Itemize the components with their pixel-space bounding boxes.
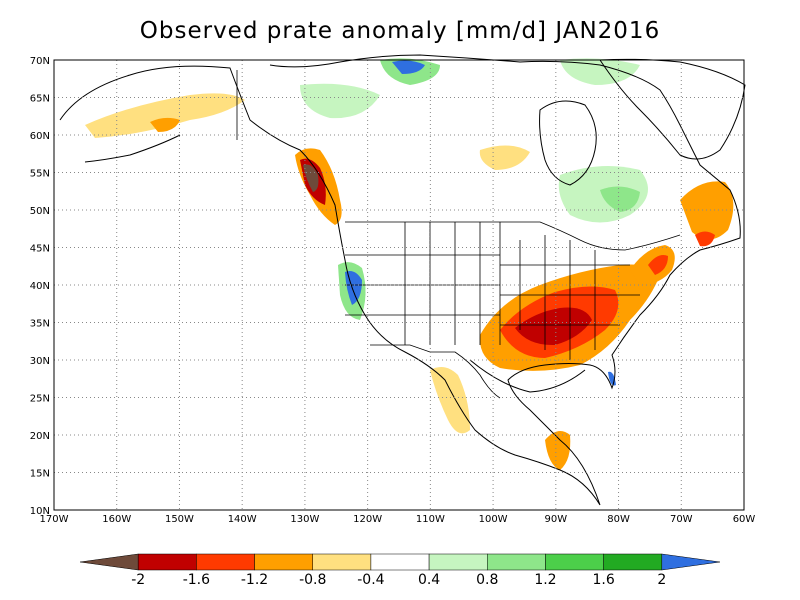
northeast-core	[648, 255, 668, 275]
colorbar-segment	[545, 553, 604, 571]
lon-tick-label: 170W	[40, 514, 69, 525]
atlantic-canada-core	[695, 231, 715, 247]
colorbar: -2 -1.6 -1.2 -0.8 -0.4 0.4 0.8 1.2 1.6 2	[79, 553, 721, 588]
lon-tick-label: 110W	[416, 514, 445, 525]
canada-east-wet	[600, 186, 640, 212]
lon-tick-label: 130W	[290, 514, 319, 525]
lon-tick-label: 80W	[607, 514, 630, 525]
colorbar-tick-label: -2	[131, 572, 145, 588]
lon-tick-label: 60W	[733, 514, 756, 525]
greenland-outline	[599, 58, 746, 160]
colorbar-tick-label: 2	[657, 572, 666, 588]
colorbar-segment	[79, 553, 139, 571]
arctic-blue	[392, 60, 425, 74]
colorbar-segment	[661, 553, 721, 571]
lon-tick-label: 150W	[165, 514, 194, 525]
lon-tick-label: 140W	[228, 514, 257, 525]
anomaly-patches	[85, 58, 734, 470]
lat-tick-label: 65N	[30, 94, 50, 105]
lat-tick-label: 30N	[30, 356, 50, 367]
political-borders	[236, 70, 681, 399]
colorbar-tick-label: 0.8	[476, 572, 498, 588]
colorbar-segment	[196, 553, 255, 571]
lat-tick-label: 55N	[30, 169, 50, 180]
lon-tick-label: 160W	[102, 514, 131, 525]
colorbar-segment	[370, 553, 430, 571]
colorbar-segment	[428, 553, 488, 571]
coastlines	[59, 54, 746, 506]
lat-tick-label: 40N	[30, 281, 50, 292]
mexico-anomaly	[430, 366, 470, 434]
alaska-anomaly	[85, 93, 245, 138]
southeast-core-anomaly	[515, 307, 592, 346]
colorbar-segment	[603, 553, 663, 571]
central-america-anomaly	[545, 431, 571, 470]
lat-tick-label: 35N	[30, 319, 50, 330]
map-frame	[53, 59, 745, 511]
colorbar-tick-label: 0.4	[418, 572, 440, 588]
colorbar-segment	[487, 553, 546, 571]
lon-tick-label: 100W	[479, 514, 508, 525]
lat-tick-label: 60N	[30, 131, 50, 142]
us-canada-border	[345, 221, 681, 251]
mid-canada-wet	[300, 83, 380, 119]
lat-tick-label: 50N	[30, 206, 50, 217]
colorbar-tick-label: -0.4	[357, 572, 384, 588]
lat-tick-label: 20N	[30, 431, 50, 442]
lat-lon-grid	[54, 60, 744, 510]
longitude-labels: 170W 160W 150W 140W 130W 120W 110W 100W 90W 80W 70…	[40, 514, 756, 525]
colorbar-segment	[312, 553, 372, 571]
colorbar-tick-label: -1.2	[241, 572, 268, 588]
map-title: Observed prate anomaly [mm/d] JAN2016	[139, 18, 661, 44]
alaska-peninsula-outline	[84, 134, 181, 163]
lon-tick-label: 120W	[353, 514, 382, 525]
colorbar-tick-label: -0.8	[299, 572, 326, 588]
lat-tick-label: 25N	[30, 394, 50, 405]
lon-tick-label: 70W	[670, 514, 693, 525]
colorbar-tick-label: 1.6	[593, 572, 615, 588]
lat-tick-label: 45N	[30, 244, 50, 255]
lat-tick-label: 15N	[30, 469, 50, 480]
lat-tick-label: 70N	[30, 56, 50, 67]
colorbar-tick-label: -1.6	[183, 572, 210, 588]
hudson-bay-outline	[539, 100, 597, 186]
lat-tick-label: 10N	[30, 506, 50, 517]
alaska-core	[150, 117, 180, 132]
colorbar-segment	[137, 553, 197, 571]
colorbar-segment	[254, 553, 313, 571]
colorbar-tick-label: 1.2	[534, 572, 556, 588]
yukon-dry	[479, 145, 530, 170]
greenland-wet	[560, 58, 640, 85]
gulf-of-mexico-outline	[469, 359, 586, 393]
bc-coast-brown	[303, 164, 319, 192]
latitude-labels: 70N 65N 60N 55N 50N 45N 40N 35N 30N 25N 20N 15N 10N	[30, 56, 50, 517]
lon-tick-label: 90W	[545, 514, 568, 525]
